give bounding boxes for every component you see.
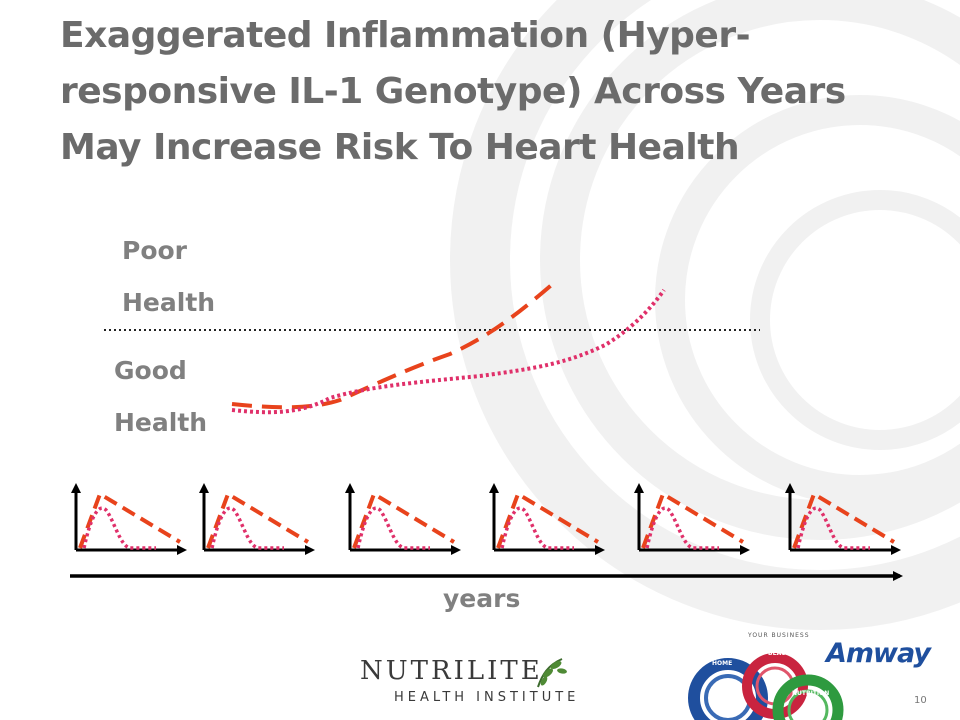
- mini-chart: [71, 483, 187, 555]
- mini-charts: [71, 483, 901, 555]
- poor-label: Poor: [122, 236, 188, 265]
- ring-nutrition-label: NUTRITION: [792, 690, 830, 697]
- business-rings-icon: [688, 653, 844, 720]
- your-business-label: YOUR BUSINESS: [748, 632, 810, 639]
- slide-number: 10: [914, 695, 927, 706]
- leaf-icon: [537, 658, 567, 688]
- years-label: years: [443, 584, 521, 613]
- nutrilite-logo-subtext: HEALTH INSTITUTE: [394, 690, 580, 705]
- nutrilite-logo-text: NUTRILITE: [360, 656, 543, 686]
- mini-chart: [634, 483, 750, 555]
- slide-title: Exaggerated Inflammation (Hyper-responsi…: [60, 15, 846, 168]
- mini-chart: [345, 483, 461, 555]
- ring-home-label: HOME: [712, 660, 733, 667]
- good-label: Good: [114, 356, 187, 385]
- hyper-responsive-curve: [231, 280, 557, 410]
- ring-beauty-label: BEAUTY: [768, 650, 795, 657]
- good-health-label: Health: [114, 408, 208, 437]
- mini-chart: [199, 483, 315, 555]
- amway-logo: Amway: [826, 638, 931, 669]
- mini-chart: [489, 483, 605, 555]
- poor-health-label: Health: [122, 288, 216, 317]
- normal-curve: [231, 288, 666, 415]
- mini-chart: [785, 483, 901, 555]
